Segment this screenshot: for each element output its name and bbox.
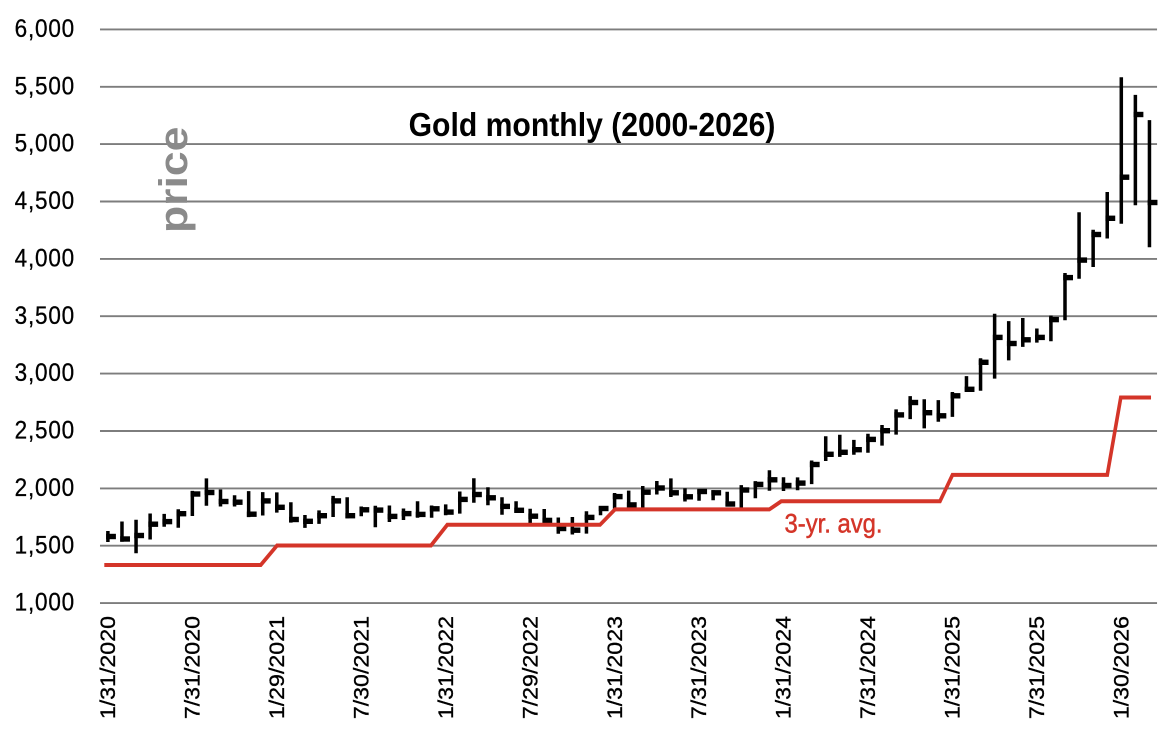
svg-text:1,500: 1,500: [15, 531, 75, 559]
svg-text:1/31/2023: 1/31/2023: [603, 616, 627, 719]
svg-text:6,000: 6,000: [15, 15, 75, 43]
svg-text:1/29/2021: 1/29/2021: [265, 616, 289, 719]
svg-text:2,500: 2,500: [15, 417, 75, 445]
svg-text:4,000: 4,000: [15, 244, 75, 272]
svg-text:5,500: 5,500: [15, 72, 75, 100]
svg-text:7/31/2024: 7/31/2024: [856, 616, 880, 719]
svg-text:1/31/2020: 1/31/2020: [96, 616, 120, 719]
svg-text:7/31/2023: 7/31/2023: [687, 616, 711, 719]
svg-text:1/31/2024: 1/31/2024: [772, 616, 796, 719]
svg-text:2,000: 2,000: [15, 474, 75, 502]
svg-text:price: price: [151, 127, 195, 233]
svg-text:1/31/2025: 1/31/2025: [941, 616, 965, 719]
svg-text:Gold monthly (2000-2026): Gold monthly (2000-2026): [409, 105, 776, 143]
svg-text:3,000: 3,000: [15, 359, 75, 387]
svg-text:7/31/2025: 7/31/2025: [1025, 616, 1049, 719]
svg-text:3-yr. avg.: 3-yr. avg.: [785, 509, 883, 538]
svg-text:1,000: 1,000: [15, 589, 75, 617]
svg-text:1/30/2026: 1/30/2026: [1110, 616, 1134, 719]
svg-text:4,500: 4,500: [15, 187, 75, 215]
svg-text:1/31/2022: 1/31/2022: [434, 616, 458, 719]
svg-text:5,000: 5,000: [15, 130, 75, 158]
svg-text:3,500: 3,500: [15, 302, 75, 330]
svg-text:7/29/2022: 7/29/2022: [518, 616, 542, 719]
svg-text:7/31/2020: 7/31/2020: [181, 616, 205, 719]
svg-text:7/30/2021: 7/30/2021: [350, 616, 374, 719]
